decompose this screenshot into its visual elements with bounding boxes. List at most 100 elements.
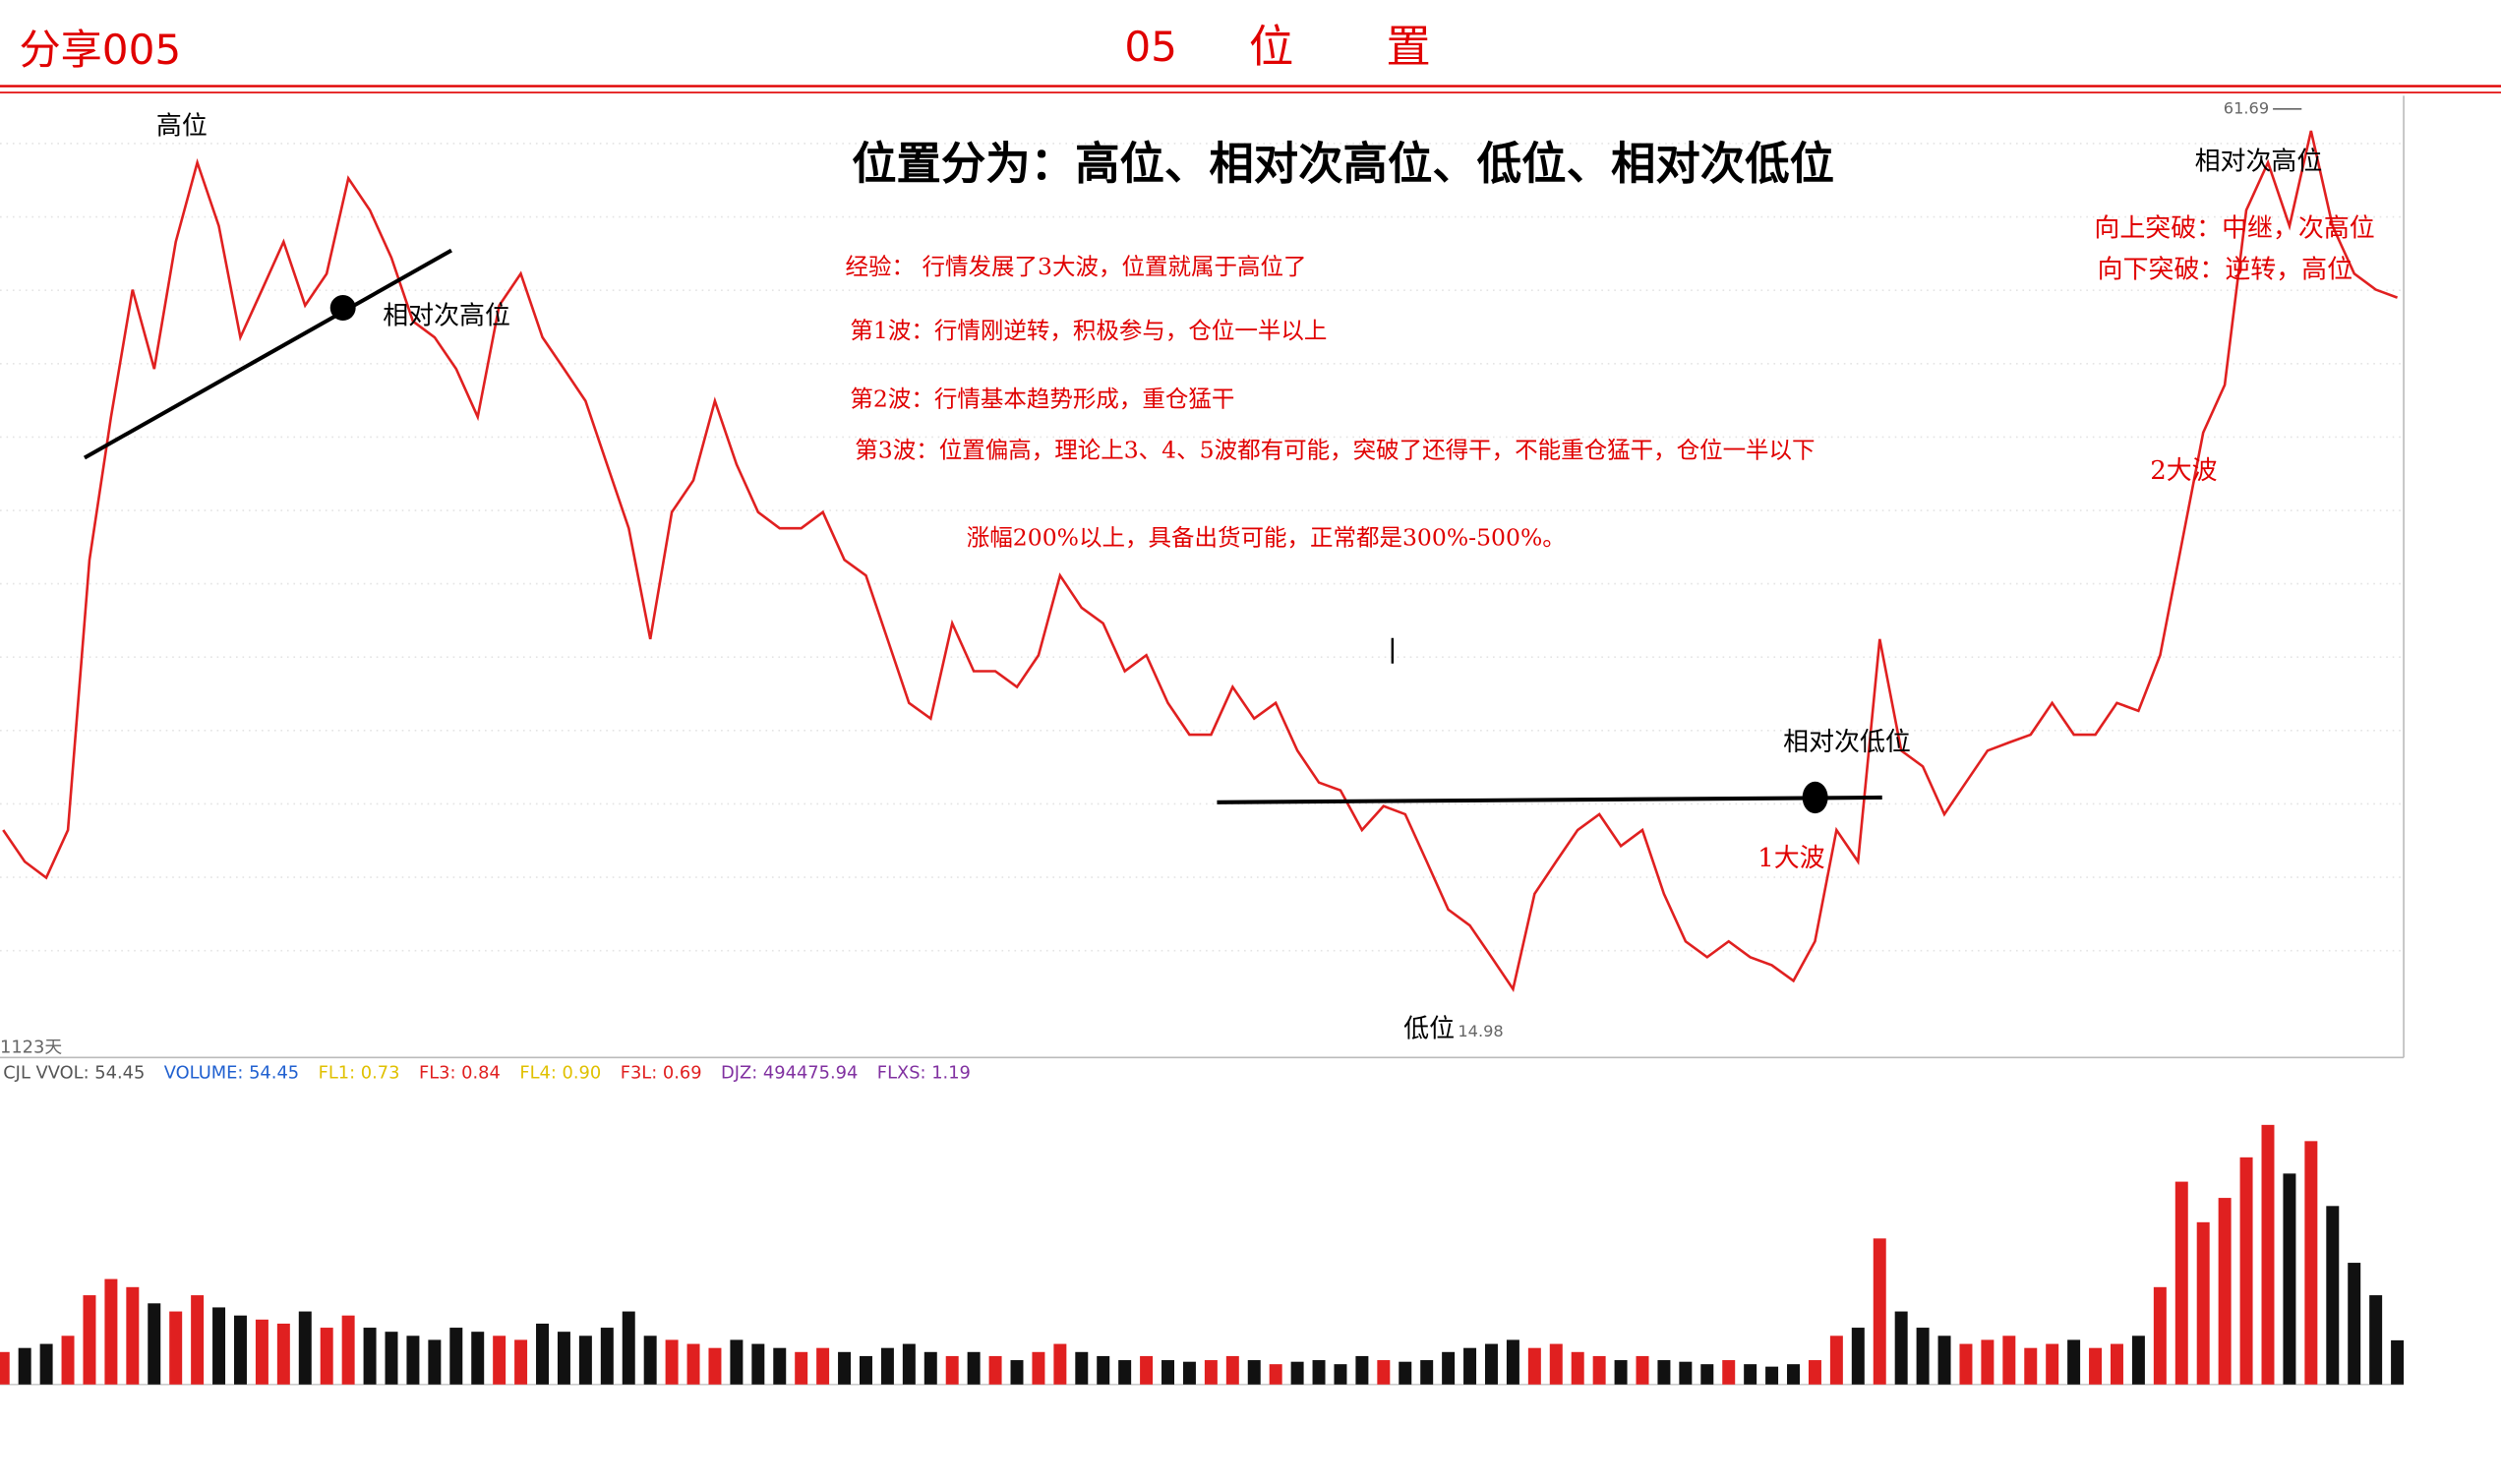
volume-bar — [773, 1347, 787, 1385]
support-line — [1217, 795, 1882, 804]
note: 经验： 行情发展了3大波，位置就属于高位了 — [846, 253, 1307, 280]
volume-bar — [751, 1343, 765, 1385]
volume-bar — [622, 1311, 635, 1385]
volume-bar — [1657, 1360, 1671, 1385]
volume-bar — [320, 1328, 333, 1385]
annotation: 向下突破：逆转，高位 — [2098, 256, 2352, 285]
volume-bar — [2131, 1336, 2145, 1385]
volume-bar — [1829, 1336, 1843, 1385]
volume-bar — [2153, 1286, 2167, 1385]
volume-bar — [1118, 1360, 1132, 1385]
indicator: VOLUME: 54.45 — [164, 1063, 299, 1084]
volume-bar — [341, 1315, 355, 1385]
volume-bar — [859, 1355, 872, 1385]
volume-bar — [1787, 1364, 1801, 1385]
volume-bar — [233, 1315, 247, 1385]
volume-bar — [1334, 1364, 1347, 1385]
volume-bar — [1981, 1339, 1995, 1385]
volume-bar — [514, 1339, 528, 1385]
volume-bar — [169, 1311, 183, 1385]
volume-bar — [2046, 1343, 2059, 1385]
volume-bar — [945, 1355, 959, 1385]
volume-bar — [1290, 1361, 1304, 1385]
indicator: F3L: 0.69 — [621, 1063, 702, 1084]
volume-bar — [1679, 1361, 1693, 1385]
volume-bar — [212, 1307, 226, 1385]
volume-bar — [2174, 1181, 2188, 1385]
volume-bar — [2110, 1343, 2123, 1385]
chart-title: 位置分为：高位、相对次高位、低位、相对次低位 — [852, 137, 1834, 190]
volume-bar — [1442, 1351, 1456, 1385]
indicator: FLXS: 1.19 — [877, 1063, 971, 1084]
volume-bar — [406, 1336, 420, 1385]
volume-bar — [1399, 1361, 1412, 1385]
volume-bar — [708, 1347, 722, 1385]
annotation: 2大波 — [2150, 456, 2217, 486]
volume-bar — [1744, 1364, 1757, 1385]
volume-bar — [1549, 1343, 1563, 1385]
volume-bar — [902, 1343, 916, 1385]
volume-bar — [1204, 1360, 1218, 1385]
annotation: 相对次高位 — [2195, 147, 2323, 176]
volume-bar — [1182, 1361, 1196, 1385]
indicator: CJL VVOL: 54.45 — [3, 1063, 145, 1084]
volume-bar — [1377, 1360, 1391, 1385]
annotation: 向上突破：中继，次高位 — [2094, 214, 2374, 244]
volume-bar — [1075, 1351, 1089, 1385]
volume-bar — [2369, 1295, 2383, 1385]
volume-bar — [643, 1336, 657, 1385]
volume-bar — [1420, 1360, 1434, 1385]
volume-bar — [557, 1332, 570, 1385]
volume-bar — [191, 1295, 205, 1385]
volume-bar — [2089, 1347, 2103, 1385]
annotation: 高位 — [156, 112, 208, 142]
volume-bar — [1225, 1355, 1239, 1385]
volume-bar — [1247, 1360, 1261, 1385]
volume-bar — [1571, 1351, 1584, 1385]
volume-bar — [276, 1323, 290, 1385]
volume-bar — [578, 1336, 592, 1385]
volume-bar — [1937, 1336, 1951, 1385]
volume-bar — [255, 1319, 268, 1385]
period-label: 1123天 — [0, 1038, 62, 1058]
low-label: 14.98 — [1458, 1022, 1503, 1040]
volume-bar — [1312, 1360, 1326, 1385]
volume-bar — [363, 1328, 377, 1385]
indicator: FL4: 0.90 — [519, 1063, 601, 1084]
volume-bar — [428, 1339, 442, 1385]
indicator: FL1: 0.73 — [319, 1063, 400, 1084]
volume-bar — [1916, 1328, 1930, 1385]
header-code: 分享005 — [19, 26, 181, 74]
note: 第1波：行情刚逆转，积极参与，仓位一半以上 — [850, 317, 1327, 344]
volume-bar — [1636, 1355, 1649, 1385]
header-number: 05 — [1124, 23, 1177, 71]
volume-bar — [2304, 1141, 2318, 1385]
volume-bar — [1484, 1343, 1498, 1385]
volume-bar — [2326, 1206, 2340, 1385]
volume-bar — [1032, 1351, 1045, 1385]
volume-bar — [2196, 1221, 2210, 1385]
volume-bar — [2067, 1339, 2081, 1385]
volume-bar — [2283, 1173, 2296, 1385]
note: 第3波：位置偏高，理论上3、4、5波都有可能，突破了还得干，不能重仓猛干，仓位一… — [855, 436, 1815, 463]
volume-bar — [61, 1336, 75, 1385]
volume-bar — [988, 1355, 1002, 1385]
volume-bar — [2218, 1198, 2232, 1385]
break-point — [329, 295, 356, 321]
volume-bar — [923, 1351, 937, 1385]
volume-bar — [1873, 1238, 1886, 1385]
volume-bar — [18, 1347, 31, 1385]
volume-bar — [39, 1343, 53, 1385]
volume-bar — [1851, 1328, 1865, 1385]
volume-bar — [1765, 1366, 1779, 1385]
annotation: 1大波 — [1757, 844, 1824, 873]
volume-bar — [1269, 1364, 1282, 1385]
volume-bar — [126, 1286, 140, 1385]
volume-bar — [471, 1332, 485, 1385]
volume-bar — [795, 1351, 808, 1385]
volume-bar — [1959, 1343, 1973, 1385]
annotation: 低位 — [1403, 1015, 1455, 1044]
volume-bar — [536, 1323, 550, 1385]
